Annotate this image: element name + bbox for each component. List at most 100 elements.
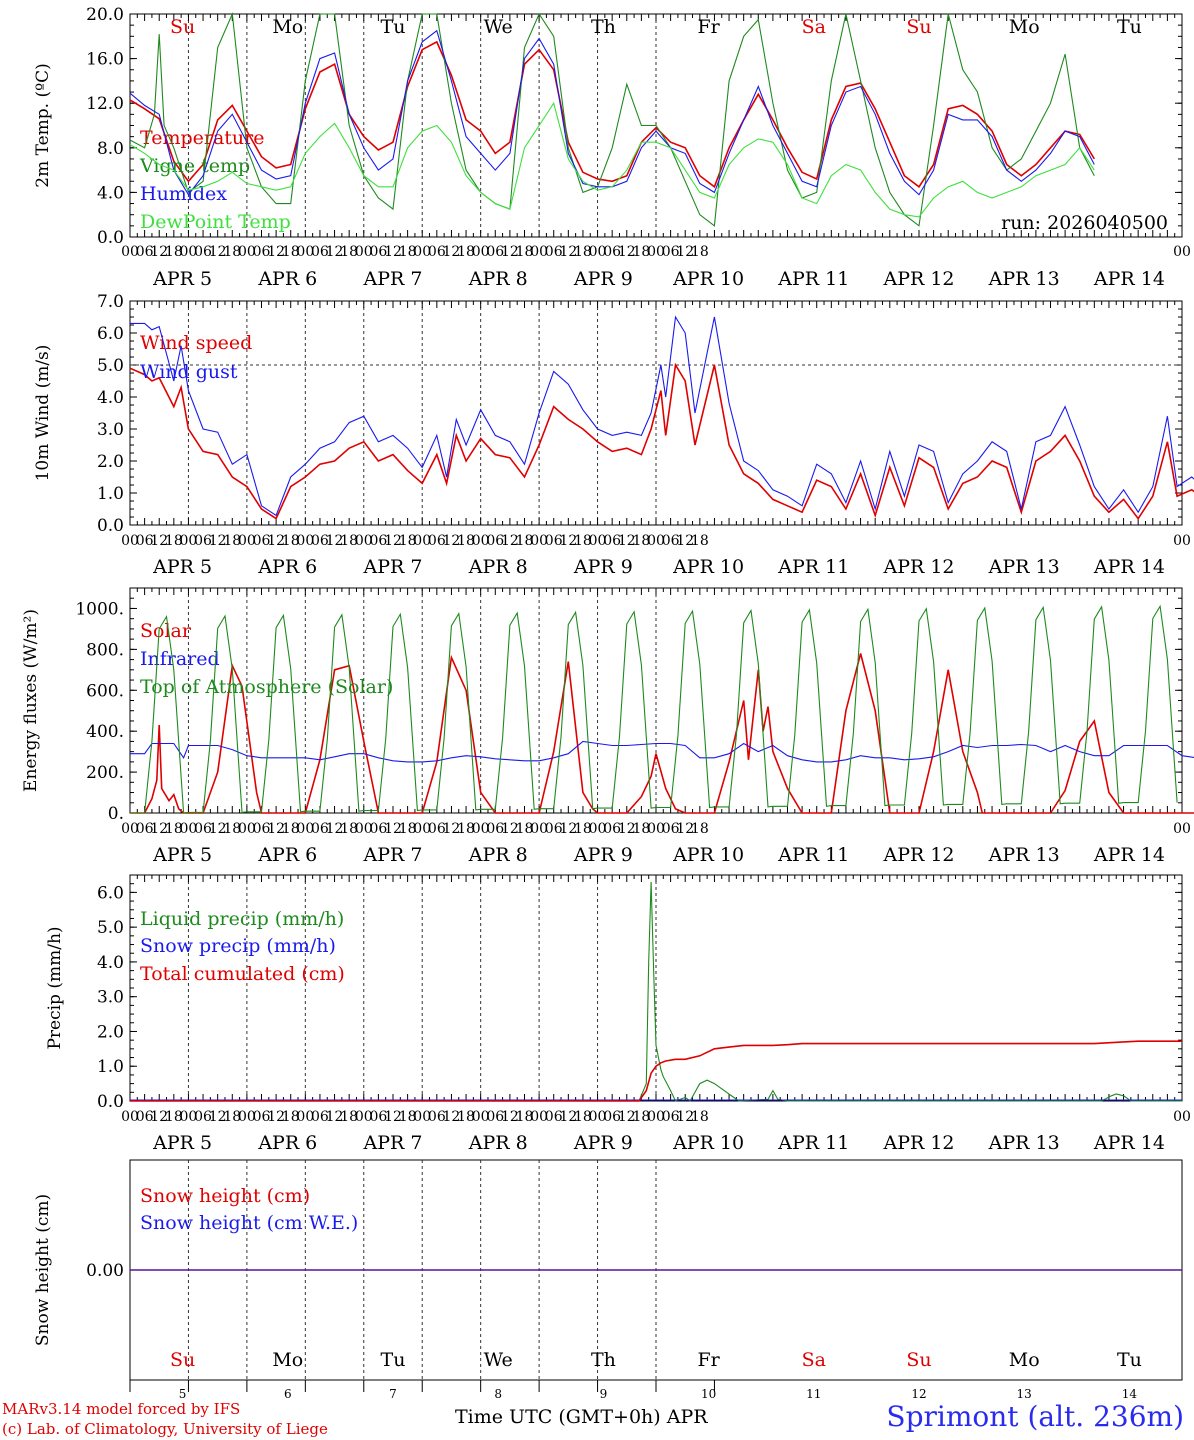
- hour-tick-label: 18: [399, 533, 417, 549]
- hour-tick-label: 06: [428, 821, 446, 837]
- hour-tick-label: 18: [574, 244, 592, 260]
- series-line-infrared: [130, 740, 1194, 763]
- hour-tick-label: 00: [1173, 244, 1191, 260]
- date-label: APR 11: [777, 844, 849, 866]
- hour-tick-label: 00: [238, 821, 256, 837]
- y-tick-label: 800.: [86, 640, 124, 660]
- hour-tick-label: 00: [589, 244, 607, 260]
- hour-tick-label: 06: [369, 1109, 387, 1125]
- hour-tick-label: 12: [443, 244, 461, 260]
- y-tick-label: 4.0: [97, 183, 124, 203]
- hour-tick-label: 06: [253, 1109, 271, 1125]
- hour-tick-label: 06: [369, 244, 387, 260]
- hour-tick-label: 18: [457, 821, 475, 837]
- hour-tick-label: 12: [209, 533, 227, 549]
- hour-tick-label: 00: [530, 533, 548, 549]
- weekday-label: Mo: [1009, 16, 1040, 38]
- hour-tick-label: 06: [428, 1109, 446, 1125]
- hour-tick-label: 18: [165, 821, 183, 837]
- hour-tick-label: 18: [457, 533, 475, 549]
- date-label: APR 12: [882, 844, 954, 866]
- hour-tick-label: 06: [311, 1109, 329, 1125]
- hour-tick-label: 06: [545, 1109, 563, 1125]
- hour-tick-label: 18: [574, 821, 592, 837]
- date-label: APR 7: [363, 556, 423, 578]
- hour-tick-label: 12: [443, 1109, 461, 1125]
- y-tick-label: 1.0: [97, 484, 124, 504]
- y-tick-label: 0.0: [97, 228, 124, 248]
- hour-tick-label: 18: [223, 821, 241, 837]
- hour-tick-label: 00: [355, 821, 373, 837]
- legend-entry: Wind gust: [140, 361, 238, 383]
- hour-tick-label: 06: [662, 533, 680, 549]
- hour-tick-label: 00: [530, 1109, 548, 1125]
- series-line-humidex: [129, 29, 1095, 196]
- weekday-label: Su: [906, 16, 931, 38]
- y-tick-label: 6.0: [97, 883, 124, 903]
- weekday-label: Su: [170, 16, 195, 38]
- date-label: APR 6: [257, 844, 317, 866]
- hour-tick-label: 12: [676, 244, 694, 260]
- hour-tick-label: 06: [194, 533, 212, 549]
- hour-tick-label: 00: [413, 533, 431, 549]
- day-number-label: 9: [600, 1387, 608, 1401]
- hour-tick-label: 06: [662, 244, 680, 260]
- hour-tick-label: 06: [194, 821, 212, 837]
- date-label: APR 14: [1093, 556, 1165, 578]
- hour-tick-label: 18: [165, 1109, 183, 1125]
- weekday-label: Mo: [272, 16, 303, 38]
- hour-tick-label: 00: [530, 244, 548, 260]
- weekday-label: Tu: [381, 1349, 406, 1371]
- hour-tick-label: 18: [691, 821, 709, 837]
- hour-tick-label: 12: [267, 1109, 285, 1125]
- day-number-label: 7: [389, 1387, 397, 1401]
- y-tick-label: 7.0: [97, 292, 124, 312]
- day-number-label: 12: [911, 1387, 926, 1401]
- hour-tick-label: 00: [1173, 533, 1191, 549]
- y-tick-label: 6.0: [97, 324, 124, 344]
- weekday-label: Fr: [697, 1349, 720, 1371]
- hour-tick-label: 00: [472, 244, 490, 260]
- date-label: APR 8: [468, 556, 528, 578]
- hour-tick-label: 06: [545, 821, 563, 837]
- hour-tick-label: 00: [355, 1109, 373, 1125]
- date-label: APR 14: [1093, 268, 1165, 290]
- date-label: APR 8: [468, 268, 528, 290]
- station-name: Sprimont (alt. 236m): [886, 1400, 1184, 1433]
- credit-line-2: (c) Lab. of Climatology, University of L…: [2, 1420, 328, 1438]
- date-label: APR 12: [882, 1132, 954, 1154]
- weekday-label: Sa: [802, 16, 826, 38]
- hour-tick-label: 12: [267, 244, 285, 260]
- hour-tick-label: 18: [516, 244, 534, 260]
- hour-tick-label: 00: [180, 821, 198, 837]
- hour-tick-label: 00: [589, 821, 607, 837]
- date-label: APR 11: [777, 268, 849, 290]
- weekday-label: Sa: [802, 1349, 826, 1371]
- hour-tick-label: 12: [384, 244, 402, 260]
- date-label: APR 14: [1093, 1132, 1165, 1154]
- day-number-label: 10: [701, 1387, 716, 1401]
- hour-tick-label: 00: [180, 1109, 198, 1125]
- y-tick-label: 1000.: [75, 599, 124, 619]
- hour-tick-label: 06: [253, 821, 271, 837]
- hour-tick-label: 18: [399, 1109, 417, 1125]
- y-tick-label: 400.: [86, 722, 124, 742]
- hour-tick-label: 18: [632, 244, 650, 260]
- hour-tick-label: 00: [472, 821, 490, 837]
- hour-tick-label: 06: [486, 821, 504, 837]
- hour-tick-label: 18: [165, 244, 183, 260]
- hour-tick-label: 12: [501, 821, 519, 837]
- day-number-label: 14: [1122, 1387, 1138, 1401]
- legend-entry: Temperature: [140, 127, 264, 149]
- date-label: APR 14: [1093, 844, 1165, 866]
- date-label: APR 5: [152, 844, 212, 866]
- hour-tick-label: 00: [530, 821, 548, 837]
- date-label: APR 6: [257, 1132, 317, 1154]
- y-tick-label: 1.0: [97, 1057, 124, 1077]
- date-label: APR 7: [363, 1132, 423, 1154]
- hour-tick-label: 06: [136, 533, 154, 549]
- hour-tick-label: 00: [413, 1109, 431, 1125]
- legend-entry: DewPoint Temp: [140, 211, 291, 233]
- hour-tick-label: 06: [603, 244, 621, 260]
- date-label: APR 8: [468, 844, 528, 866]
